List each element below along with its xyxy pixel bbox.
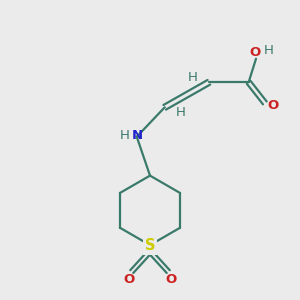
Text: S: S (145, 238, 155, 253)
Text: O: O (249, 46, 260, 59)
Text: O: O (165, 273, 176, 286)
Text: H: H (176, 106, 186, 119)
Text: H: H (119, 129, 129, 142)
Text: O: O (268, 99, 279, 112)
Text: O: O (124, 273, 135, 286)
Text: N: N (132, 129, 143, 142)
Text: H: H (263, 44, 273, 57)
Text: H: H (188, 71, 198, 84)
